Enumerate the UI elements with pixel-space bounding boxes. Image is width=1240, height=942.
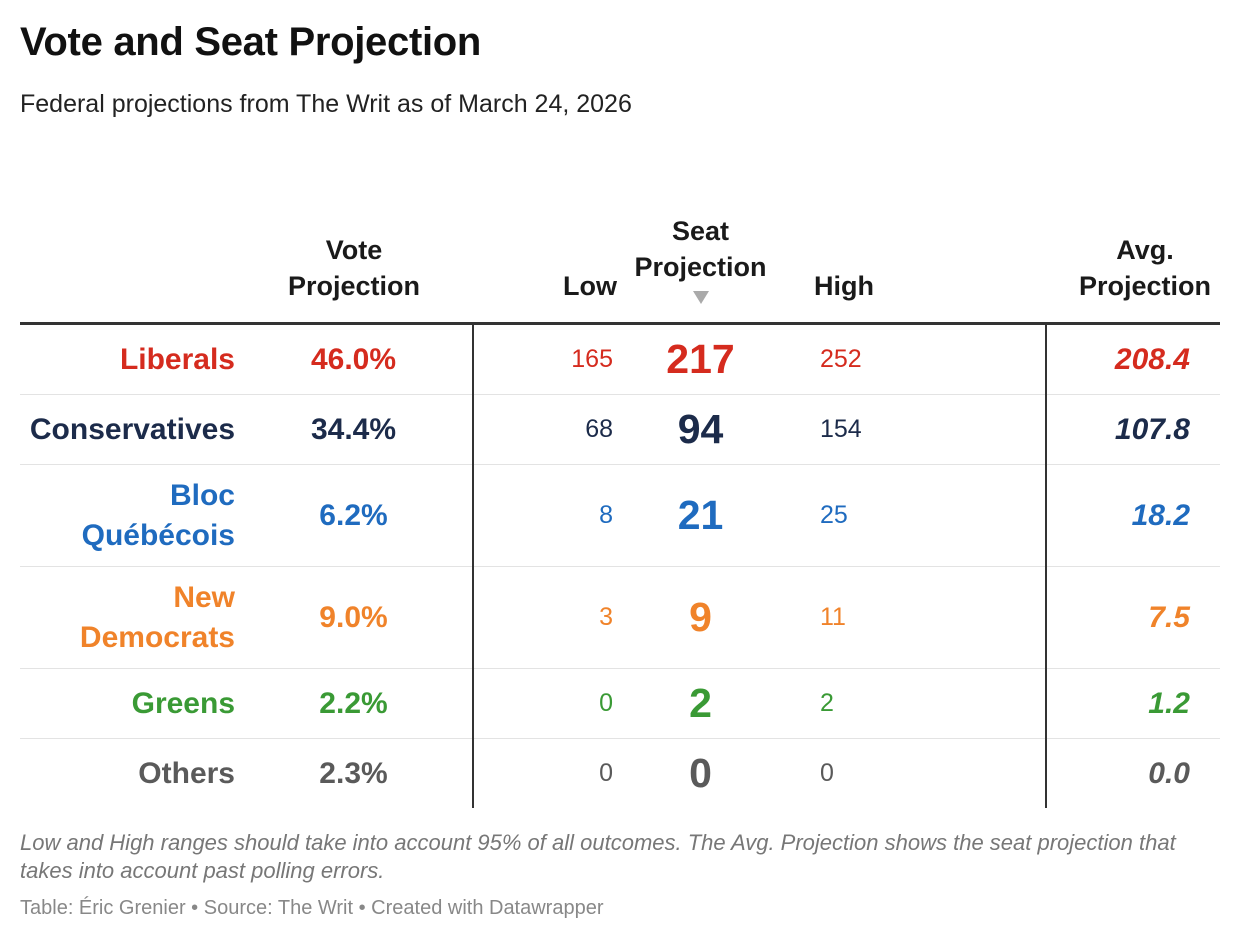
seat-projection: 94 (613, 394, 788, 465)
table-body: Liberals 46.0% 165 217 252 208.4 Conserv… (20, 323, 1220, 808)
seat-low: 0 (472, 668, 613, 739)
avg-projection: 7.5 (1045, 566, 1220, 669)
page-subtitle: Federal projections from The Writ as of … (20, 90, 632, 118)
sort-descending-icon (692, 291, 709, 304)
seat-projection: 9 (613, 566, 788, 669)
header-vote-projection[interactable]: Vote Projection (235, 176, 473, 325)
seat-low: 8 (472, 464, 613, 567)
header-seat-label: Seat Projection (634, 216, 767, 282)
vote-projection: 2.2% (235, 668, 473, 739)
header-party[interactable] (20, 176, 235, 325)
vote-projection: 34.4% (235, 394, 473, 465)
table-row: Conservatives 34.4% 68 94 154 107.8 (20, 394, 1220, 465)
vote-projection: 46.0% (235, 323, 473, 395)
table-row: Greens 2.2% 0 2 2 1.2 (20, 668, 1220, 739)
table-credit: Table: Éric Grenier • Source: The Writ •… (20, 897, 604, 919)
table-row: Others 2.3% 0 0 0 0.0 (20, 738, 1220, 808)
avg-projection: 208.4 (1045, 323, 1220, 395)
header-vote-label: Vote Projection (287, 235, 421, 301)
seat-low: 165 (472, 323, 613, 395)
vote-projection: 2.3% (319, 756, 388, 790)
seat-high: 25 (788, 464, 1046, 567)
seat-low: 68 (472, 394, 613, 465)
seat-low: 0 (472, 738, 613, 808)
seat-high: 0 (820, 759, 834, 787)
party-name: New Democrats (20, 566, 235, 669)
table-header-row: Vote Projection Low Seat Projection High… (20, 176, 1220, 325)
header-low[interactable]: Low (473, 176, 617, 325)
vote-projection: 6.2% (235, 464, 473, 567)
seat-high: 11 (788, 566, 1046, 669)
header-high[interactable]: High (788, 176, 1046, 325)
seat-high: 252 (788, 323, 1046, 395)
party-name: Conservatives (20, 394, 235, 465)
avg-projection: 0.0 (1045, 738, 1220, 808)
party-name: Bloc Québécois (20, 464, 235, 567)
avg-projection: 107.8 (1045, 394, 1220, 465)
seat-low: 3 (472, 566, 613, 669)
table-row: New Democrats 9.0% 3 9 11 7.5 (20, 566, 1220, 669)
table-row: Bloc Québécois 6.2% 8 21 25 18.2 (20, 464, 1220, 567)
seat-projection: 2 (613, 668, 788, 739)
party-name-text: New Democrats (79, 580, 235, 654)
avg-projection: 1.2 (1045, 668, 1220, 739)
header-low-label: Low (563, 271, 617, 301)
table-row: Liberals 46.0% 165 217 252 208.4 (20, 323, 1220, 395)
seat-high: 154 (788, 394, 1046, 465)
avg-projection: 18.2 (1045, 464, 1220, 567)
party-name: Greens (20, 668, 235, 739)
party-name-text: Bloc Québécois (81, 478, 235, 552)
header-avg-label: Avg. Projection (1078, 235, 1212, 301)
projection-table: Vote Projection Low Seat Projection High… (20, 176, 1220, 808)
seat-projection: 217 (613, 323, 788, 395)
page-title: Vote and Seat Projection (20, 20, 482, 64)
vote-projection: 9.0% (235, 566, 473, 669)
seat-projection: 21 (613, 464, 788, 567)
seat-projection: 0 (689, 750, 712, 796)
header-seat-projection[interactable]: Seat Projection (613, 176, 788, 325)
seat-high: 2 (788, 668, 1046, 739)
header-avg-projection[interactable]: Avg. Projection (1046, 176, 1220, 325)
party-name: Others (138, 756, 235, 790)
party-name: Liberals (20, 323, 235, 395)
table-footnote: Low and High ranges should take into acc… (20, 830, 1176, 883)
